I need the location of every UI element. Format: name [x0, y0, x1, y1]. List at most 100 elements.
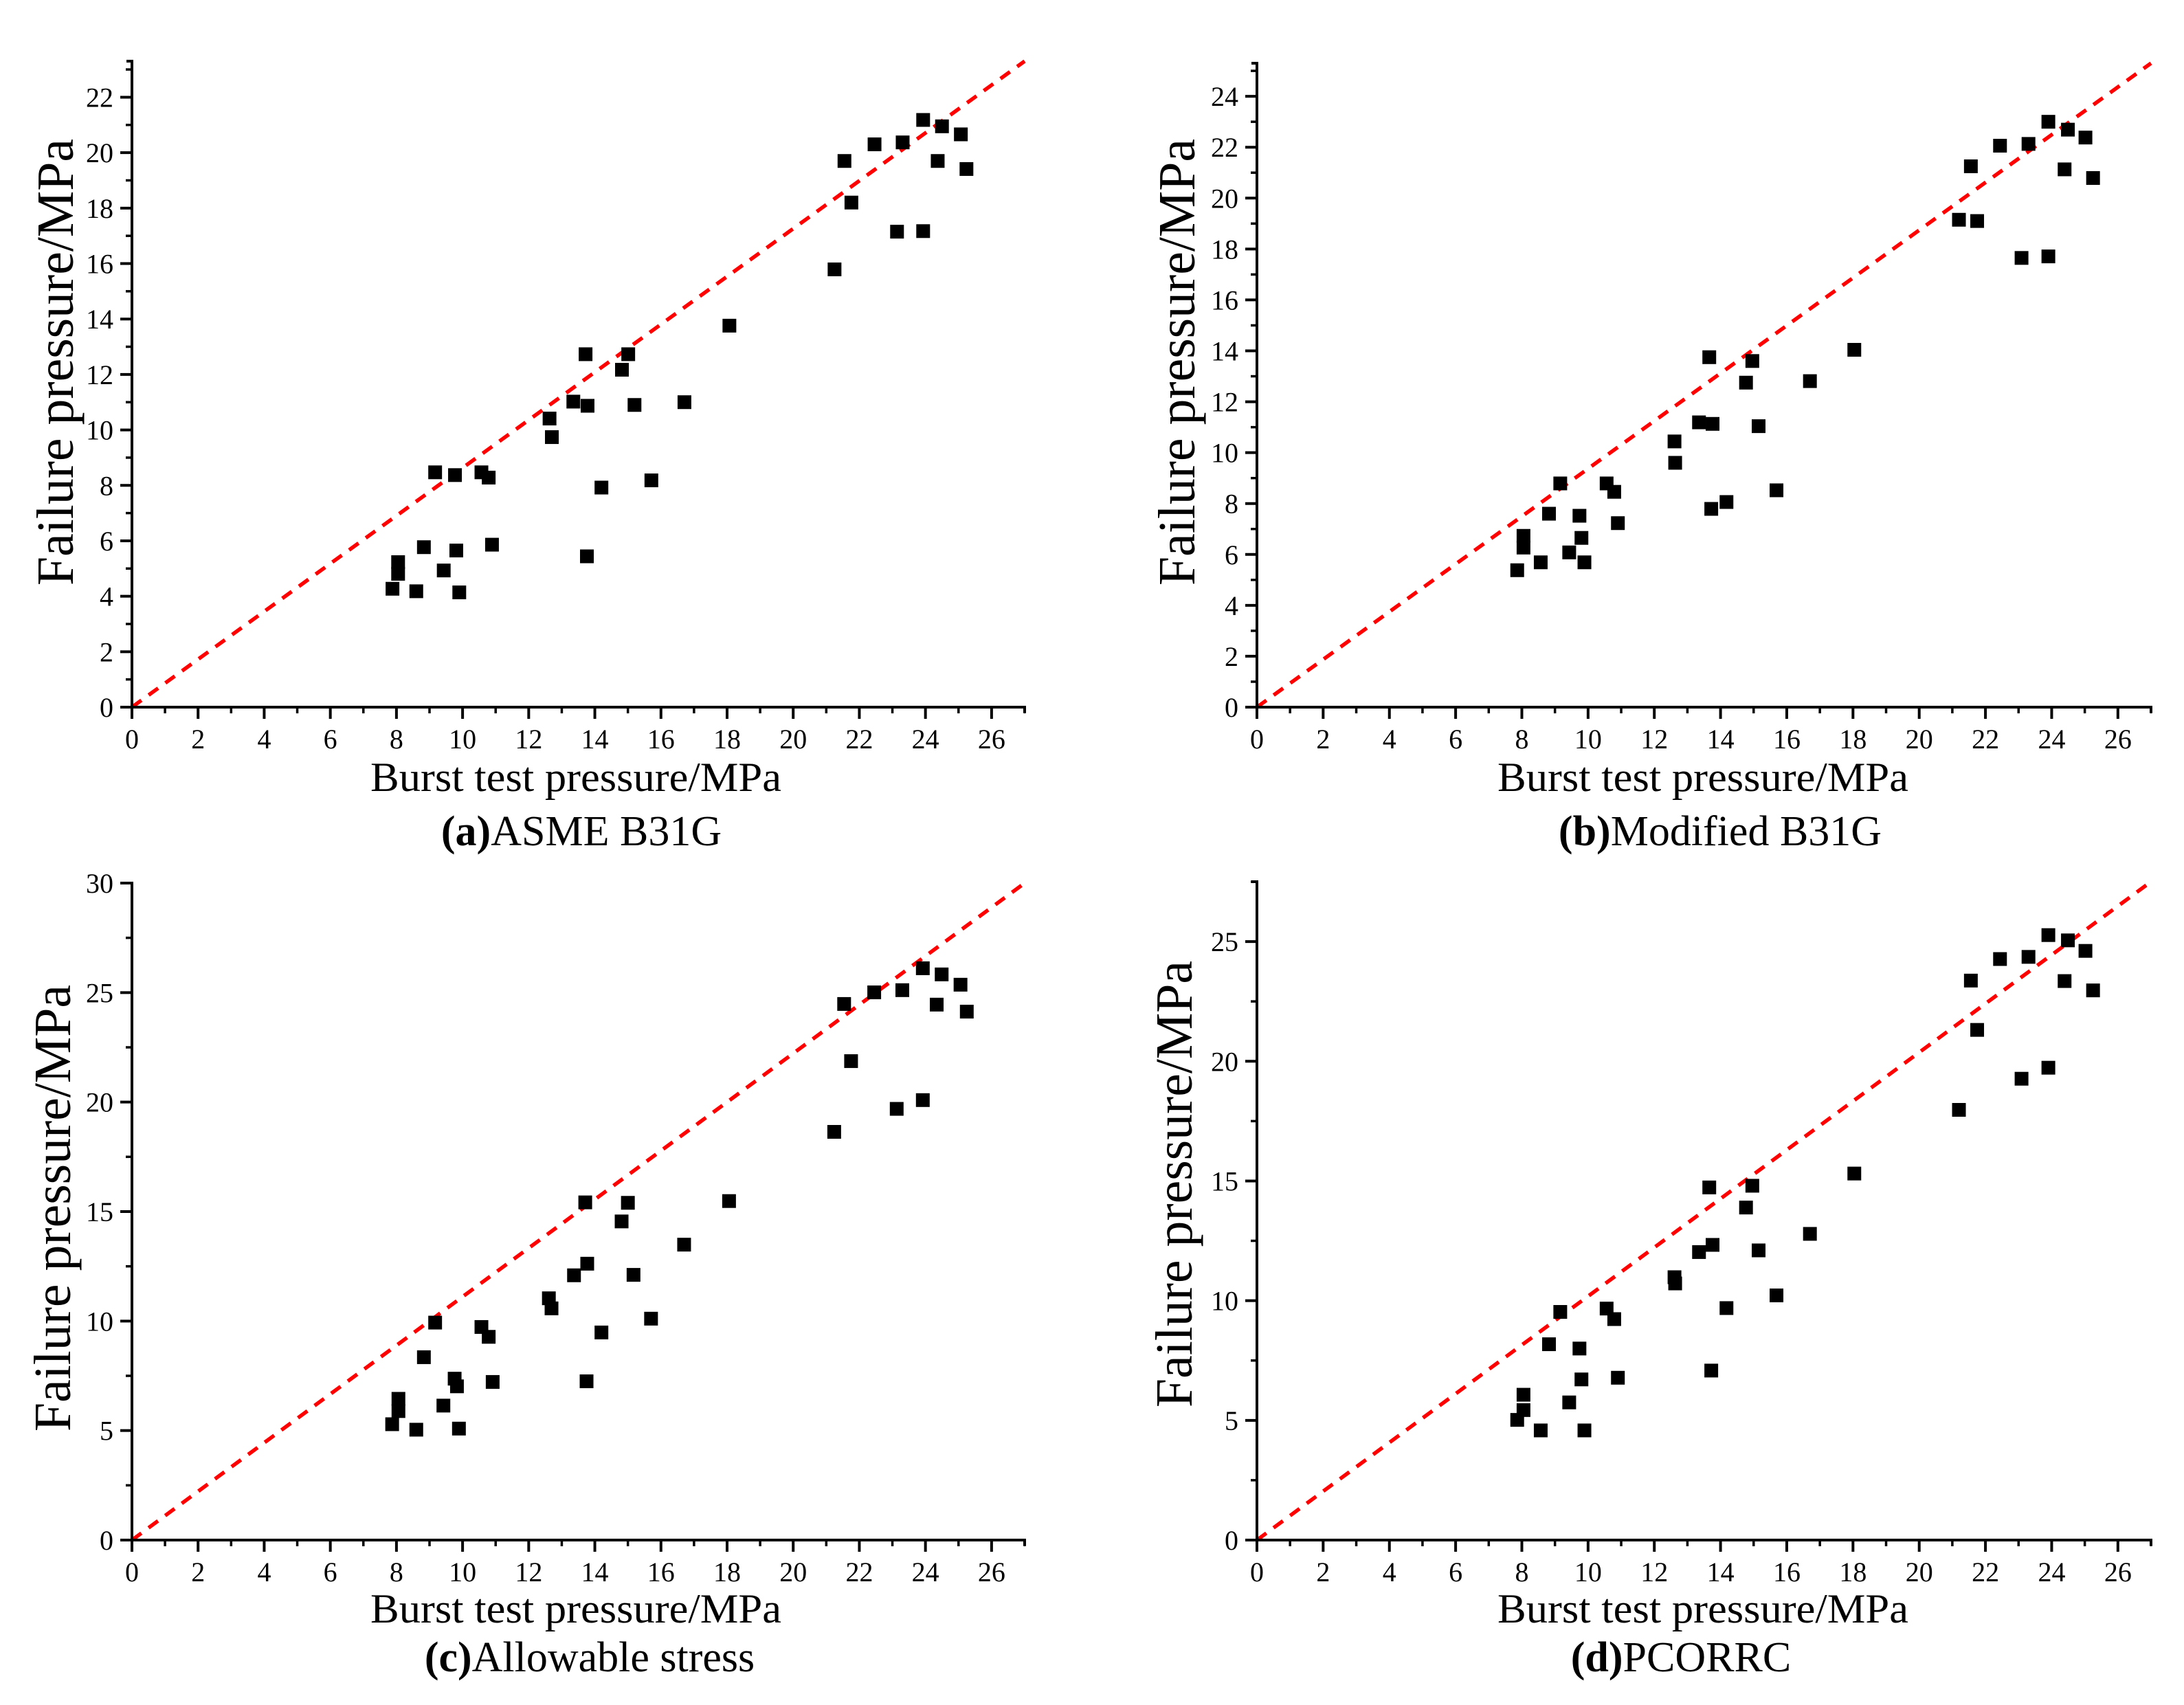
- data-point: [1704, 502, 1719, 516]
- data-point: [930, 997, 944, 1012]
- data-point: [545, 430, 559, 445]
- data-point: [566, 394, 581, 409]
- data-point: [959, 161, 974, 176]
- panel-caption-name: Modified B31G: [1611, 808, 1882, 855]
- y-tick-label: 18: [1211, 234, 1238, 265]
- y-tick-label: 5: [100, 1416, 113, 1447]
- data-point: [1611, 516, 1625, 531]
- x-tick-label: 20: [1906, 724, 1933, 755]
- x-tick-label: 10: [449, 724, 476, 755]
- data-point: [1719, 1301, 1734, 1315]
- x-tick-label: 0: [125, 724, 139, 755]
- panel-caption-label: (b): [1559, 808, 1611, 855]
- x-tick-label: 16: [647, 1557, 675, 1587]
- y-tick-label: 2: [1225, 641, 1238, 672]
- data-point: [594, 1325, 609, 1339]
- data-point: [626, 1268, 640, 1282]
- data-point: [2021, 137, 2036, 151]
- x-tick-label: 4: [257, 724, 271, 755]
- data-point: [2041, 115, 2055, 129]
- data-point: [1770, 483, 1784, 498]
- data-point: [578, 1195, 592, 1210]
- data-point: [1847, 343, 1862, 357]
- x-tick-label: 22: [1972, 724, 1999, 755]
- data-point: [1516, 540, 1530, 555]
- data-point: [1963, 973, 1978, 988]
- data-point: [1541, 1337, 1556, 1352]
- data-point: [1533, 555, 1548, 570]
- data-point: [916, 113, 931, 127]
- data-point: [1952, 1102, 1966, 1117]
- y-axis-title: Failure pressure/MPa: [1146, 961, 1203, 1407]
- data-point: [959, 1005, 974, 1019]
- x-tick-label: 18: [713, 1557, 741, 1587]
- data-point: [1803, 374, 1817, 388]
- data-point: [1574, 1372, 1589, 1387]
- panel-c-allowable-stress: 0 2 4 6 8 10 12 14 16 18 20 22 24 26051015202530Burst…: [24, 868, 1026, 1681]
- data-point: [1562, 545, 1576, 559]
- data-point: [2058, 974, 2072, 988]
- x-tick-label: 24: [912, 1557, 939, 1587]
- y-tick-label: 20: [86, 137, 113, 168]
- x-tick-label: 22: [1972, 1557, 1999, 1587]
- data-point: [452, 585, 467, 599]
- data-point: [1702, 1180, 1717, 1194]
- data-point: [1607, 1312, 1621, 1326]
- y-tick-label: 4: [100, 581, 113, 612]
- data-point: [1739, 375, 1753, 390]
- y-tick-label: 15: [86, 1196, 113, 1227]
- x-tick-label: 8: [1515, 1557, 1528, 1587]
- x-tick-label: 14: [1707, 1557, 1735, 1587]
- data-point: [484, 537, 499, 552]
- data-point: [1952, 212, 1966, 227]
- y-tick-label: 30: [86, 868, 113, 899]
- data-point: [385, 1417, 399, 1431]
- data-point: [2078, 944, 2093, 958]
- data-point: [953, 977, 968, 992]
- panel-caption-name: Allowable stress: [472, 1634, 755, 1681]
- data-point: [1706, 416, 1720, 431]
- y-tick-label: 14: [1211, 336, 1238, 367]
- data-point: [644, 473, 658, 487]
- data-point: [827, 262, 842, 276]
- x-tick-label: 4: [257, 1557, 271, 1587]
- data-point: [837, 996, 851, 1011]
- x-tick-label: 8: [390, 724, 403, 755]
- data-point: [449, 544, 463, 558]
- data-point: [579, 347, 593, 361]
- y-tick-label: 24: [1211, 81, 1238, 112]
- data-point: [2086, 983, 2100, 998]
- y-tick-label: 0: [1225, 1525, 1238, 1556]
- data-point: [837, 154, 851, 168]
- data-point: [954, 127, 968, 142]
- data-point: [844, 195, 858, 210]
- data-point: [1668, 456, 1682, 470]
- x-tick-label: 24: [2038, 724, 2065, 755]
- data-point: [2014, 1071, 2029, 1086]
- data-point: [915, 961, 930, 975]
- x-tick-label: 12: [1640, 724, 1668, 755]
- data-point: [1516, 1403, 1530, 1417]
- data-point: [844, 1054, 858, 1069]
- y-tick-label: 6: [1225, 539, 1238, 570]
- data-point: [1745, 1179, 1759, 1193]
- y-tick-label: 25: [86, 977, 113, 1008]
- x-axis-title: Burst test pressure/MPa: [1497, 755, 1908, 800]
- panel-b-modified-b31g: 0 2 4 6 8 10 12 14 16 18 20 22 24 2602468101214161820…: [1148, 61, 2152, 855]
- data-point: [2078, 131, 2093, 145]
- y-tick-label: 8: [100, 470, 113, 501]
- data-point: [391, 1404, 405, 1418]
- y-tick-label: 22: [1211, 132, 1238, 163]
- data-point: [391, 555, 405, 570]
- data-point: [2041, 928, 2055, 942]
- data-point: [935, 967, 949, 981]
- x-axis-title: Burst test pressure/MPa: [370, 755, 781, 800]
- y-tick-label: 25: [1211, 926, 1238, 957]
- x-tick-label: 8: [1515, 724, 1528, 755]
- x-tick-label: 0: [1250, 1557, 1264, 1587]
- x-tick-label: 6: [324, 724, 337, 755]
- x-tick-label: 20: [1906, 1557, 1933, 1587]
- panel-caption: (a)ASME B31G: [441, 808, 722, 855]
- x-tick-label: 0: [125, 1557, 139, 1587]
- x-tick-label: 2: [191, 724, 205, 755]
